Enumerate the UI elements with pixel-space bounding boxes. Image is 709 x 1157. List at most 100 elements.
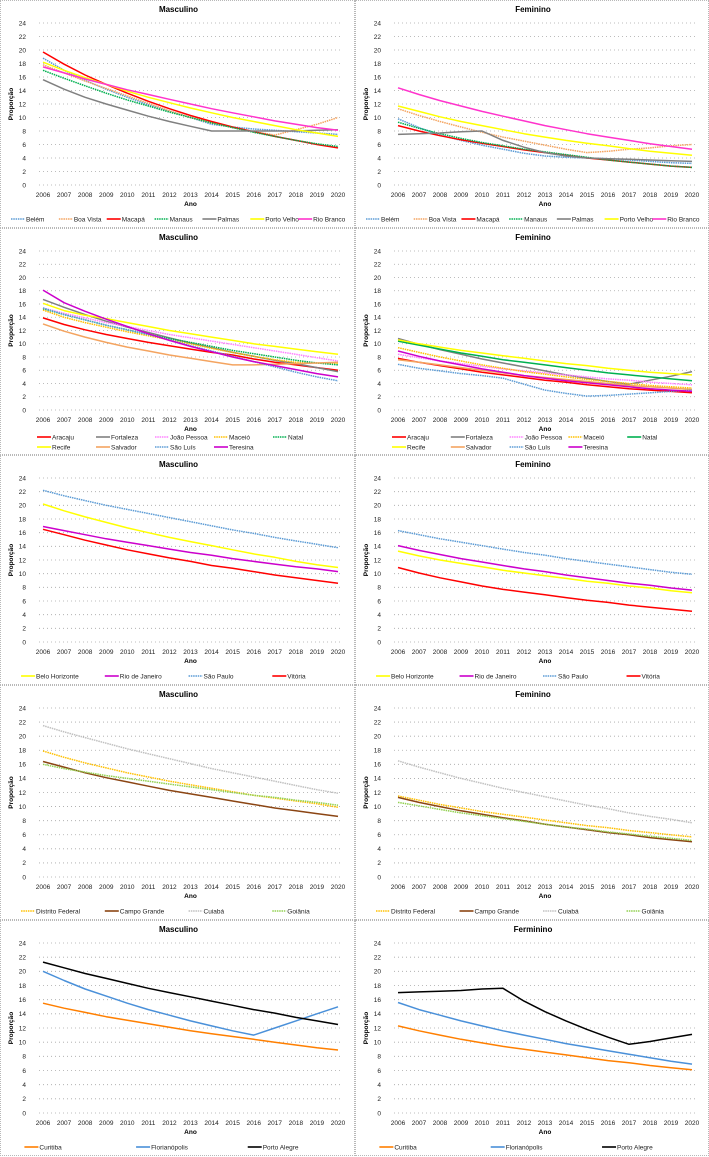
y-tick-label: 8 (22, 1054, 26, 1061)
x-tick-label: 2017 (268, 884, 283, 891)
y-tick-label: 10 (19, 571, 27, 578)
y-tick-label: 10 (374, 804, 382, 811)
legend-item: Maceió (568, 434, 605, 441)
x-tick-label: 2006 (391, 1120, 406, 1127)
legend-label: Maceió (229, 434, 250, 441)
y-axis-label: Proporção (8, 88, 15, 121)
y-tick-label: 0 (377, 639, 381, 646)
y-tick-label: 16 (19, 762, 27, 769)
y-tick-label: 6 (22, 142, 26, 149)
y-tick-label: 14 (374, 315, 382, 322)
y-tick-label: 24 (19, 705, 27, 712)
x-tick-label: 2006 (36, 649, 51, 656)
x-tick-label: 2013 (538, 417, 553, 424)
x-tick-label: 2016 (246, 192, 261, 199)
x-tick-label: 2020 (331, 649, 346, 656)
x-tick-label: 2014 (559, 884, 574, 891)
legend-item: Florianópolis (490, 1144, 543, 1151)
y-tick-label: 20 (374, 969, 382, 976)
y-tick-label: 8 (377, 1054, 381, 1061)
y-tick-label: 10 (374, 115, 382, 122)
x-tick-label: 2019 (664, 192, 679, 199)
x-tick-label: 2011 (141, 884, 155, 891)
chart-panel-4: Feminino 0 2 4 6 8 10 12 14 16 18 20 22 24 2006 2007 200… (355, 228, 709, 455)
x-tick-label: 2006 (391, 649, 406, 656)
legend-item: Macapá (461, 216, 500, 223)
legend-item: Goiânia (272, 908, 310, 915)
legend-item: Rio Branco (652, 216, 700, 223)
series-line (42, 298, 339, 373)
legend-label: Vitória (287, 673, 306, 680)
legend-item: Manaus (154, 216, 193, 223)
y-tick-label: 16 (19, 301, 27, 308)
legend-item: Belém (11, 216, 44, 223)
legend-label: Distrito Federal (391, 908, 436, 915)
y-tick-label: 24 (374, 20, 382, 27)
y-tick-label: 22 (19, 262, 27, 269)
chart-panel-2: Feminino 0 2 4 6 8 10 12 14 16 18 20 22 24 2006 2007 200… (355, 0, 709, 228)
x-tick-label: 2015 (225, 884, 240, 891)
x-tick-label: 2008 (78, 649, 93, 656)
x-tick-label: 2007 (57, 1120, 72, 1127)
x-tick-label: 2009 (454, 1120, 469, 1127)
series-line (42, 79, 339, 132)
x-tick-label: 2018 (289, 1120, 304, 1127)
legend-item: Teresina (214, 444, 254, 451)
y-tick-label: 12 (19, 101, 27, 108)
y-tick-label: 10 (374, 1039, 382, 1046)
x-tick-label: 2011 (141, 649, 155, 656)
y-tick-label: 24 (374, 940, 382, 947)
x-tick-label: 2006 (36, 884, 51, 891)
y-tick-label: 12 (374, 557, 382, 564)
legend-item: São Paulo (188, 673, 234, 680)
y-tick-label: 14 (19, 544, 27, 551)
y-tick-label: 0 (22, 182, 26, 189)
x-tick-label: 2019 (310, 1120, 325, 1127)
y-tick-label: 22 (374, 954, 382, 961)
x-tick-label: 2010 (475, 649, 490, 656)
y-tick-label: 10 (374, 341, 382, 348)
y-tick-label: 2 (22, 860, 26, 867)
legend-label: Macapá (122, 216, 146, 223)
x-tick-label: 2020 (331, 884, 346, 891)
y-tick-label: 4 (22, 1082, 26, 1089)
y-tick-label: 16 (374, 74, 382, 81)
series-line (397, 987, 693, 1046)
y-tick-label: 20 (19, 503, 27, 510)
x-tick-label: 2014 (204, 417, 219, 424)
x-tick-label: 2020 (685, 884, 700, 891)
x-tick-label: 2006 (36, 192, 51, 199)
x-tick-label: 2012 (517, 649, 532, 656)
y-tick-label: 16 (374, 301, 382, 308)
y-axis-label: Proporção (8, 314, 15, 347)
legend-label: Boa Vista (74, 216, 102, 223)
x-axis-label: Ano (184, 1129, 197, 1136)
y-tick-label: 18 (19, 983, 27, 990)
chart-title: Masculino (159, 233, 198, 242)
legend-item: Palmas (202, 216, 240, 223)
x-tick-label: 2006 (391, 884, 406, 891)
x-tick-label: 2010 (120, 649, 135, 656)
x-tick-label: 2011 (496, 417, 510, 424)
legend-item: Goiânia (626, 908, 664, 915)
series-line (42, 302, 339, 356)
x-tick-label: 2014 (559, 192, 574, 199)
legend-item: São Luís (155, 444, 196, 451)
x-tick-label: 2011 (496, 192, 510, 199)
y-tick-label: 24 (19, 475, 27, 482)
y-tick-label: 14 (374, 88, 382, 95)
chart-title: Feminino (515, 233, 551, 242)
x-tick-label: 2010 (120, 1120, 135, 1127)
legend-label: São Luís (525, 444, 551, 451)
y-tick-label: 20 (19, 275, 27, 282)
x-tick-label: 2011 (496, 1120, 510, 1127)
y-tick-label: 12 (19, 557, 27, 564)
x-tick-label: 2009 (99, 649, 114, 656)
y-tick-label: 12 (374, 328, 382, 335)
legend-item: Maceió (214, 434, 250, 441)
x-tick-label: 2012 (517, 1120, 532, 1127)
series-line (42, 66, 339, 132)
x-tick-label: 2019 (664, 1120, 679, 1127)
x-tick-label: 2012 (162, 192, 177, 199)
